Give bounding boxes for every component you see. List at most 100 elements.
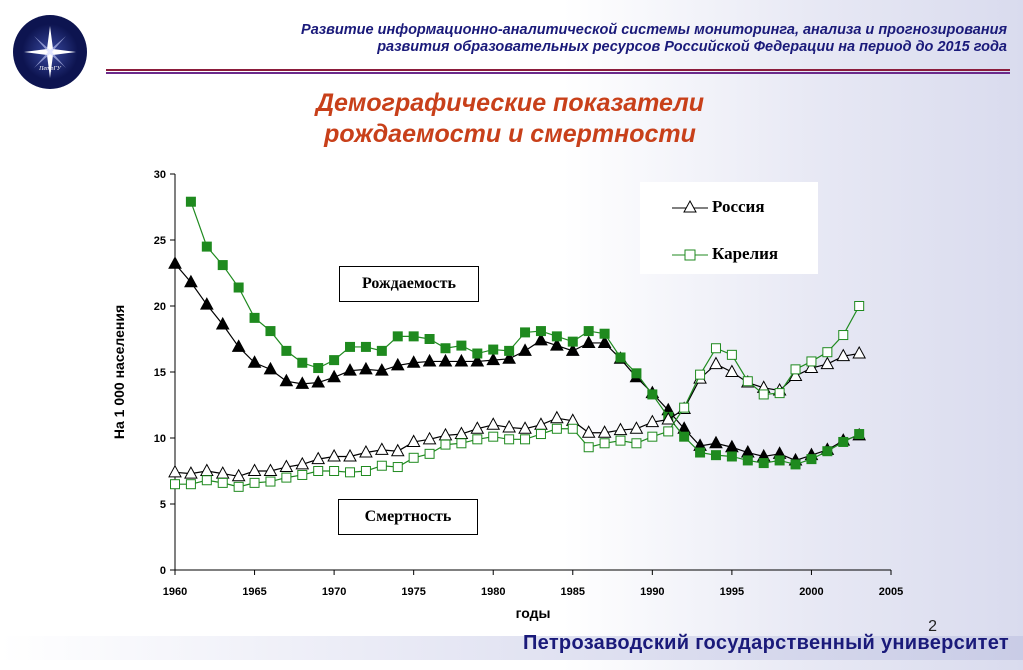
data-point — [265, 476, 276, 487]
data-point — [327, 369, 341, 383]
data-point — [249, 477, 260, 488]
header: Развитие информационно-аналитической сис… — [147, 22, 1007, 56]
x-tick-label: 1995 — [720, 586, 744, 598]
data-point — [551, 331, 562, 342]
data-point — [518, 421, 532, 434]
data-point — [201, 475, 212, 486]
data-point — [679, 402, 690, 413]
death-rate-annotation: Смертность — [338, 499, 478, 535]
data-point — [838, 330, 849, 341]
data-point — [390, 357, 405, 371]
data-point — [742, 455, 753, 466]
data-point — [345, 341, 356, 352]
data-point — [504, 345, 515, 356]
data-point — [329, 466, 340, 476]
data-point — [265, 326, 276, 337]
death-rate-annotation-text: Смертность — [364, 508, 452, 525]
data-point — [806, 356, 817, 367]
data-point — [629, 421, 644, 434]
data-point — [281, 472, 292, 483]
data-point — [297, 357, 308, 368]
data-point — [535, 326, 546, 337]
data-point — [758, 458, 769, 469]
data-point — [360, 466, 371, 476]
data-point — [647, 389, 658, 400]
data-point — [854, 429, 865, 440]
birth-rate-annotation-text: Рождаемость — [362, 275, 456, 292]
data-point — [520, 327, 531, 338]
data-point — [820, 356, 835, 370]
data-point — [279, 459, 294, 473]
logo-monogram: ПетрГУ — [38, 66, 62, 72]
data-point — [345, 467, 356, 478]
data-point — [329, 355, 340, 366]
x-tick-label: 1965 — [242, 586, 266, 598]
series-line — [174, 263, 860, 462]
slide-title: Демографические показатели рождаемости и… — [230, 88, 790, 150]
data-point — [440, 343, 451, 354]
data-point — [390, 443, 405, 457]
data-point — [709, 435, 723, 449]
data-point — [836, 348, 851, 362]
data-point — [311, 375, 326, 388]
x-tick-label: 1985 — [561, 586, 585, 598]
data-point — [599, 328, 610, 339]
data-point — [456, 438, 467, 449]
data-point — [185, 196, 196, 207]
data-point — [581, 425, 596, 438]
data-point — [470, 421, 485, 434]
data-point — [249, 312, 260, 323]
data-point — [424, 334, 435, 344]
page-number: 2 — [928, 618, 937, 635]
y-tick-label: 15 — [154, 367, 166, 379]
data-point — [613, 422, 628, 436]
data-point — [359, 444, 373, 458]
legend-label-karelia: Карелия — [712, 244, 779, 263]
data-point — [438, 353, 453, 367]
data-point — [535, 429, 546, 440]
x-tick-label: 2005 — [879, 586, 903, 598]
series-line — [174, 352, 860, 477]
data-point — [663, 426, 674, 437]
x-tick-label: 1970 — [322, 586, 346, 598]
data-point — [231, 339, 246, 352]
data-point — [311, 451, 326, 465]
data-point — [679, 431, 690, 442]
series-russia-birth — [168, 256, 867, 466]
data-point — [375, 442, 389, 455]
series-karelia-mortality — [170, 301, 865, 492]
data-point — [854, 301, 865, 311]
data-point — [392, 331, 403, 342]
x-tick-label: 2000 — [799, 586, 823, 598]
data-point — [231, 468, 246, 482]
data-point — [583, 442, 594, 453]
data-point — [581, 335, 596, 348]
data-point — [392, 462, 403, 473]
data-point — [422, 353, 437, 367]
data-point — [774, 388, 785, 399]
data-point — [597, 335, 612, 348]
data-point — [199, 297, 214, 310]
data-point — [726, 451, 737, 462]
data-point — [184, 466, 198, 479]
data-point — [806, 454, 817, 465]
data-point — [215, 316, 230, 330]
data-point — [726, 349, 737, 360]
data-point — [375, 363, 389, 376]
data-point — [822, 347, 833, 358]
series-line — [175, 305, 860, 488]
data-point — [567, 423, 578, 434]
data-point — [295, 376, 310, 389]
data-point — [472, 434, 483, 445]
x-axis-label: годы — [516, 605, 551, 621]
header-divider-purple — [106, 72, 1010, 74]
data-point — [695, 447, 706, 458]
data-point — [281, 345, 292, 356]
data-point — [488, 431, 499, 442]
data-point — [520, 434, 531, 445]
data-point — [774, 455, 785, 466]
data-point — [456, 340, 467, 351]
series-karelia-birth — [185, 196, 865, 470]
data-point — [343, 448, 357, 462]
